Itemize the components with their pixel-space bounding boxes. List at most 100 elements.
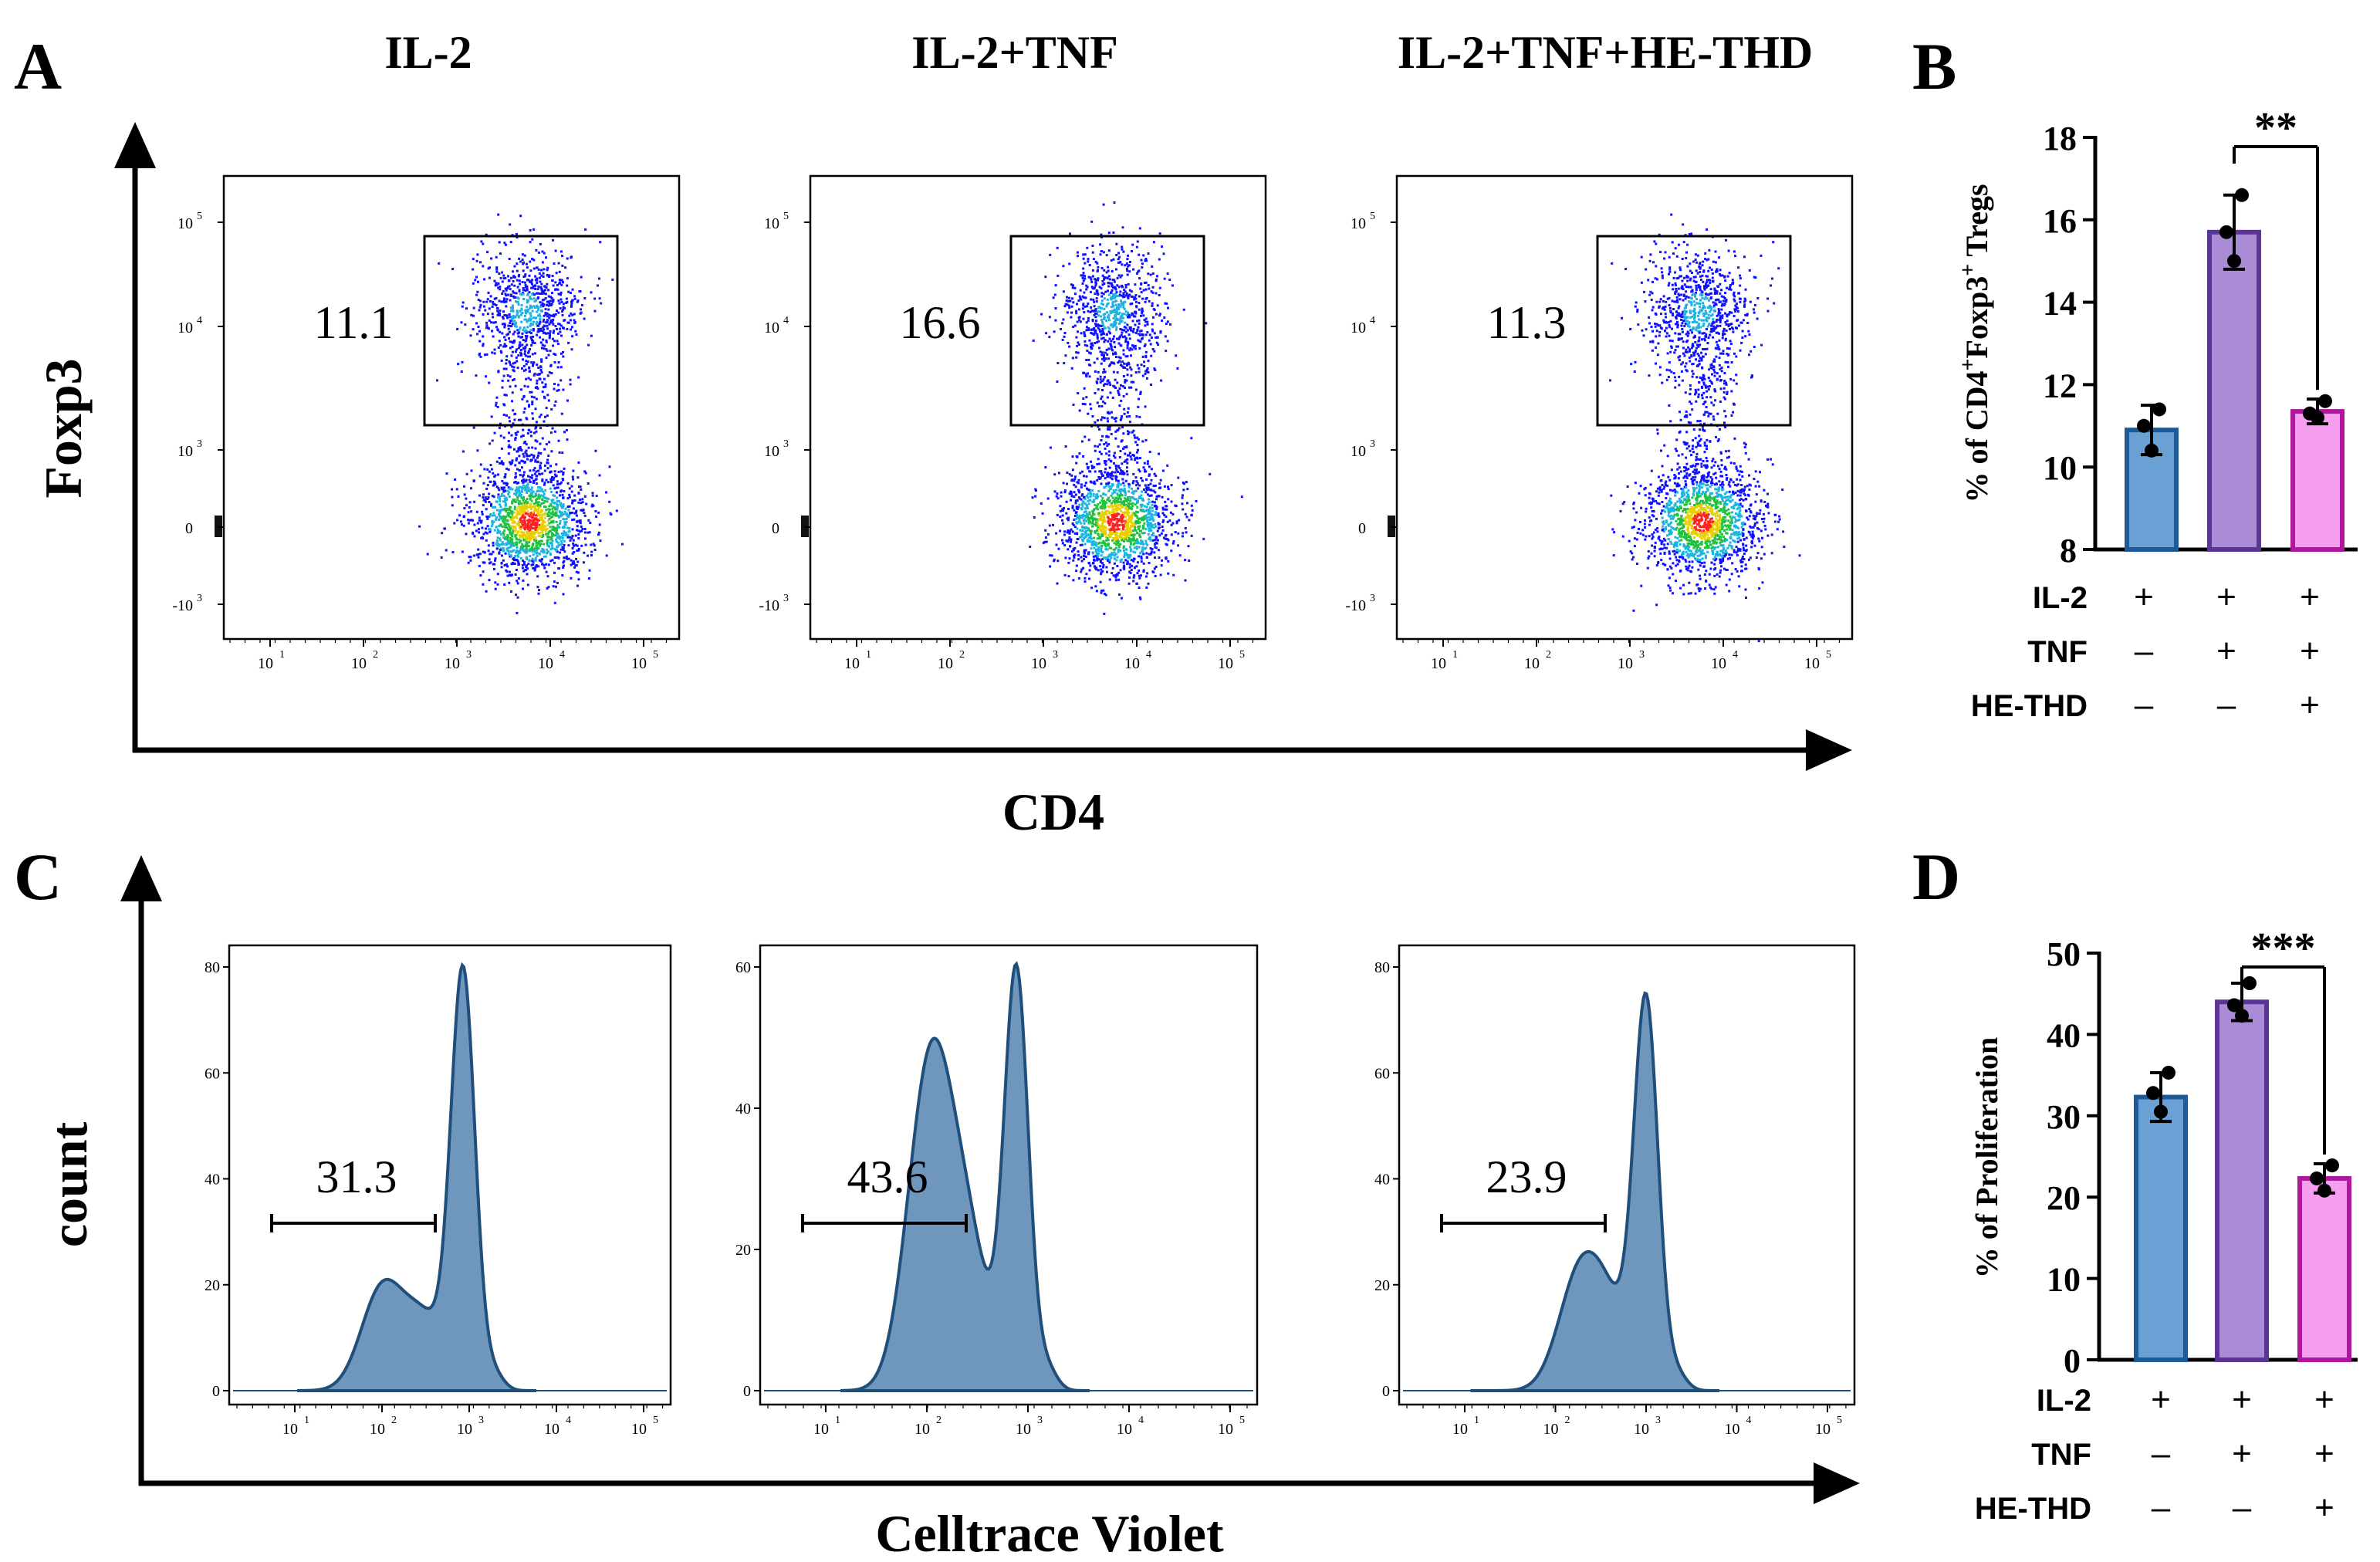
flow-dot [478, 475, 482, 478]
flow-dot [1089, 564, 1092, 567]
flow-dot [521, 479, 523, 482]
flow-dot [1095, 590, 1098, 593]
flow-dot [485, 324, 489, 327]
flow-dot [503, 538, 506, 541]
flow-dot [529, 370, 531, 373]
flow-dot [1067, 508, 1070, 510]
flow-dot [1108, 505, 1111, 509]
flow-dot [547, 511, 550, 514]
flow-dot [526, 549, 529, 552]
flow-dot [505, 362, 508, 365]
flow-dot [1100, 519, 1103, 522]
flow-dot [487, 476, 490, 479]
flow-dot [540, 509, 543, 512]
flow-dot [1115, 468, 1118, 472]
flow-dot [1097, 514, 1100, 517]
flow-dot [1184, 579, 1187, 582]
flow-dot [535, 565, 538, 568]
flow-dot [576, 584, 579, 587]
flow-dot [516, 468, 519, 471]
flow-dot [482, 493, 485, 496]
flow-dot [532, 374, 536, 377]
flow-dot [555, 534, 558, 537]
flow-dot [1089, 363, 1092, 367]
flow-dot [517, 561, 520, 564]
flow-dot [1093, 559, 1095, 562]
flow-dot [561, 313, 564, 316]
flow-dot [516, 555, 519, 558]
flow-dot [1136, 531, 1139, 534]
flow-dot [1126, 530, 1129, 533]
flow-dot [1103, 297, 1106, 300]
flow-dot [591, 494, 594, 497]
flow-dot [527, 563, 530, 566]
flow-dot [1117, 550, 1120, 553]
flow-dot [1126, 368, 1129, 371]
flow-dot [509, 461, 512, 464]
flow-dot [489, 528, 492, 531]
flow-dot [1182, 494, 1184, 497]
flow-dot [543, 502, 546, 505]
flow-dot [509, 529, 512, 532]
flow-dot [1128, 576, 1131, 579]
flow-dot [1102, 401, 1105, 404]
flow-dot [1139, 390, 1142, 394]
flow-dot [583, 514, 587, 517]
flow-dot [1085, 321, 1088, 324]
flow-dot [1080, 502, 1084, 505]
flow-dot [1112, 537, 1115, 539]
flow-dot [1087, 329, 1090, 331]
flow-dot [468, 519, 472, 522]
flow-dot [1121, 462, 1124, 465]
flow-dot [560, 470, 563, 473]
flow-dot [560, 539, 563, 543]
flow-dot [476, 449, 479, 452]
flow-dot [532, 259, 536, 262]
flow-dot [519, 260, 522, 263]
flow-dot [1116, 317, 1118, 320]
flow-dot [1124, 286, 1127, 289]
flow-dot [1110, 298, 1113, 301]
flow-dot [518, 563, 520, 566]
flow-dot [564, 266, 567, 269]
flow-dot [549, 560, 553, 563]
flow-dot [549, 502, 553, 505]
flow-dot [495, 326, 499, 329]
flow-dot [1149, 539, 1152, 542]
flow-dot [1182, 489, 1185, 492]
flow-dot [512, 362, 515, 365]
flow-dot [510, 434, 513, 437]
flow-dot [562, 326, 564, 330]
flow-dot [530, 563, 533, 566]
flow-dot [1160, 564, 1163, 567]
flow-dot [529, 525, 532, 528]
flow-dot [529, 336, 532, 339]
flow-dot [1138, 397, 1140, 401]
flow-dot [551, 314, 554, 317]
flow-dot [555, 532, 558, 536]
flow-dot [1165, 350, 1168, 353]
flow-dot [1107, 482, 1111, 484]
flow-dot [1062, 509, 1065, 512]
flow-dot [1101, 558, 1104, 560]
flow-dot [553, 473, 556, 476]
flow-dot [509, 527, 512, 530]
flow-dot [568, 505, 571, 508]
flow-dot [534, 556, 537, 560]
flow-dot [1112, 305, 1114, 308]
flow-dot [1137, 487, 1140, 490]
flow-dot [493, 279, 496, 282]
flow-dot [1115, 475, 1118, 478]
flow-dot [553, 387, 556, 390]
flow-dot [1128, 349, 1131, 352]
flow-dot [1125, 262, 1128, 265]
flow-dot [503, 522, 506, 526]
flow-dot [545, 443, 548, 446]
flow-dot [1070, 499, 1072, 502]
flow-dot [1111, 279, 1114, 282]
flow-dot [1083, 475, 1085, 478]
flow-dot [552, 526, 554, 529]
flow-dot [1083, 519, 1085, 522]
flow-dot [522, 329, 525, 332]
flow-dot [1126, 512, 1129, 515]
